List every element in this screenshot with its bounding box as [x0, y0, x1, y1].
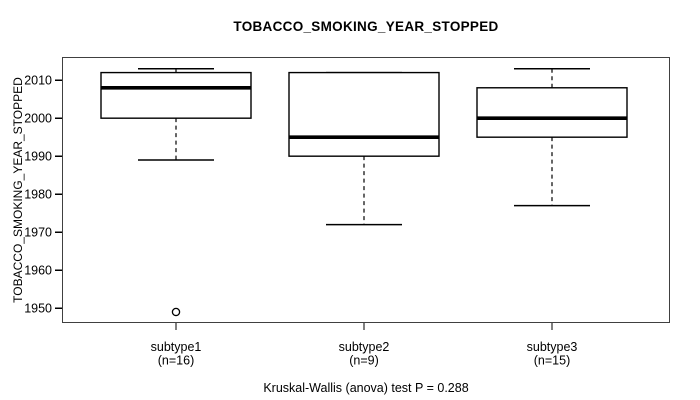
- plot-frame: [61, 56, 671, 324]
- x-category-label: subtype2: [339, 340, 390, 354]
- y-tick-label: 1970: [24, 225, 52, 239]
- outlier-point: [171, 307, 181, 317]
- x-category-count: (n=15): [534, 354, 570, 368]
- x-category-label: subtype1: [151, 340, 202, 354]
- x-category-label: subtype3: [527, 340, 578, 354]
- iqr-box-subtype1: [100, 71, 252, 119]
- y-tick-label: 2010: [24, 73, 52, 87]
- iqr-box-subtype3: [476, 87, 628, 138]
- chart-title: TOBACCO_SMOKING_YEAR_STOPPED: [233, 19, 499, 34]
- iqr-box-subtype2: [288, 71, 440, 157]
- stat-test-caption: Kruskal-Wallis (anova) test P = 0.288: [263, 381, 469, 395]
- x-category-count: (n=16): [158, 354, 194, 368]
- y-tick-label: 1980: [24, 187, 52, 201]
- y-tick-label: 1950: [24, 301, 52, 315]
- y-tick-label: 1960: [24, 263, 52, 277]
- y-tick-label: 2000: [24, 111, 52, 125]
- y-tick-label: 1990: [24, 149, 52, 163]
- x-category-count: (n=9): [349, 354, 379, 368]
